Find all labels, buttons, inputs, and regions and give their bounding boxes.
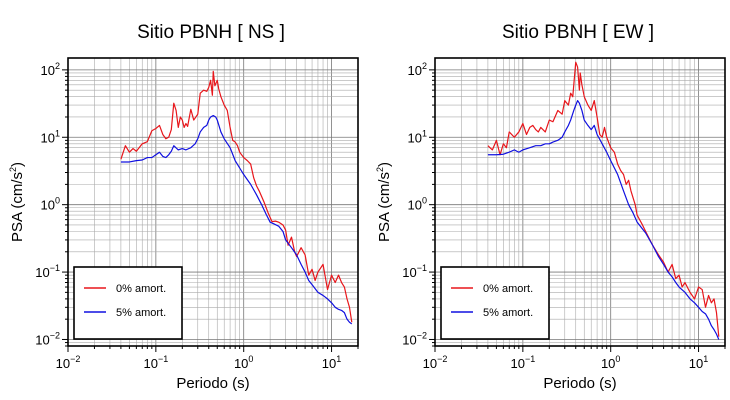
x-tick-label-exp: −1 (158, 354, 168, 364)
y-tick-label: 102 (41, 61, 60, 78)
y-tick-label-base: 10 (402, 265, 416, 280)
y-axis-label-exp: 2 (375, 167, 385, 172)
x-tick-label-base: 10 (510, 356, 524, 371)
y-tick-label-base: 10 (408, 63, 422, 78)
y-axis-label-exp: 2 (8, 167, 18, 172)
legend-box (440, 266, 550, 340)
y-axis-label: PSA (cm/s2) (8, 162, 26, 242)
legend-label: 0% amort. (116, 283, 166, 295)
x-tick-label: 101 (689, 354, 708, 371)
x-tick-label-base: 10 (689, 356, 703, 371)
x-tick-label-base: 10 (56, 356, 70, 371)
y-tick-label-exp: 0 (422, 196, 427, 206)
x-tick-label-exp: 0 (248, 354, 253, 364)
chart-title: Sitio PBNH [ NS ] (137, 22, 285, 43)
y-tick-label-base: 10 (35, 332, 49, 347)
y-tick-label: 100 (41, 196, 60, 213)
y-tick-label-base: 10 (408, 130, 422, 145)
y-tick-label-exp: 2 (422, 61, 427, 71)
legend-label: 5% amort. (116, 307, 166, 319)
x-tick-label: 10−2 (423, 354, 448, 371)
y-tick-label: 101 (408, 128, 427, 145)
x-tick-label: 101 (322, 354, 341, 371)
y-tick-label-exp: 0 (55, 196, 60, 206)
y-tick-label: 10−2 (35, 330, 60, 347)
legend: 0% amort. 5% amort. (440, 266, 550, 340)
y-tick-label-exp: −1 (417, 263, 427, 273)
y-tick-label-base: 10 (41, 63, 55, 78)
y-tick-label: 100 (408, 196, 427, 213)
legend: 0% amort. 5% amort. (73, 266, 183, 340)
x-tick-label-exp: 1 (703, 354, 708, 364)
y-tick-label-exp: −1 (50, 263, 60, 273)
x-tick-label-base: 10 (234, 356, 248, 371)
y-tick-label-base: 10 (35, 265, 49, 280)
y-tick-label-exp: 1 (422, 128, 427, 138)
series-line-0pct (487, 61, 720, 337)
x-tick-label-base: 10 (423, 356, 437, 371)
x-tick-label: 10−1 (510, 354, 535, 371)
x-tick-label-base: 10 (601, 356, 615, 371)
x-tick-label: 10−1 (143, 354, 168, 371)
y-axis-label-prefix: PSA (cm/s (9, 172, 26, 242)
y-tick-label: 101 (41, 128, 60, 145)
y-tick-label: 102 (408, 61, 427, 78)
x-tick-label-base: 10 (143, 356, 157, 371)
tick-marks (429, 69, 726, 352)
series-line-5pct (120, 114, 353, 325)
x-tick-label-exp: 0 (615, 354, 620, 364)
x-tick-label: 100 (601, 354, 620, 371)
y-tick-label: 10−2 (402, 330, 427, 347)
y-tick-label-exp: −2 (50, 330, 60, 340)
y-tick-label-exp: 1 (55, 128, 60, 138)
x-tick-label-base: 10 (322, 356, 336, 371)
x-tick-label: 10−2 (56, 354, 81, 371)
legend-label: 5% amort. (483, 307, 533, 319)
y-tick-label-base: 10 (408, 198, 422, 213)
x-tick-label-exp: 1 (336, 354, 341, 364)
y-tick-label-base: 10 (402, 332, 416, 347)
y-axis-label-prefix: PSA (cm/s (376, 172, 393, 242)
x-tick-label-exp: −2 (437, 354, 447, 364)
x-tick-label-exp: −1 (525, 354, 535, 364)
chart-title: Sitio PBNH [ EW ] (502, 22, 654, 43)
plot-frame (434, 57, 726, 347)
series-line-0pct (120, 70, 353, 323)
y-tick-label: 10−1 (35, 263, 60, 280)
series-line-5pct (487, 100, 720, 340)
y-tick-label-exp: −2 (417, 330, 427, 340)
x-tick-label-exp: −2 (70, 354, 80, 364)
x-tick-label: 100 (234, 354, 253, 371)
tick-marks (62, 69, 359, 352)
y-tick-label-exp: 2 (55, 61, 60, 71)
y-axis-label-suffix: ) (376, 162, 393, 167)
y-axis-label: PSA (cm/s2) (375, 162, 393, 242)
y-tick-label-base: 10 (41, 130, 55, 145)
legend-label: 0% amort. (483, 283, 533, 295)
plot-frame (67, 57, 359, 347)
y-tick-label: 10−1 (402, 263, 427, 280)
legend-box (73, 266, 183, 340)
x-axis-label: Periodo (s) (543, 375, 616, 392)
y-axis-label-suffix: ) (9, 162, 26, 167)
y-tick-label-base: 10 (41, 198, 55, 213)
x-axis-label: Periodo (s) (176, 375, 249, 392)
